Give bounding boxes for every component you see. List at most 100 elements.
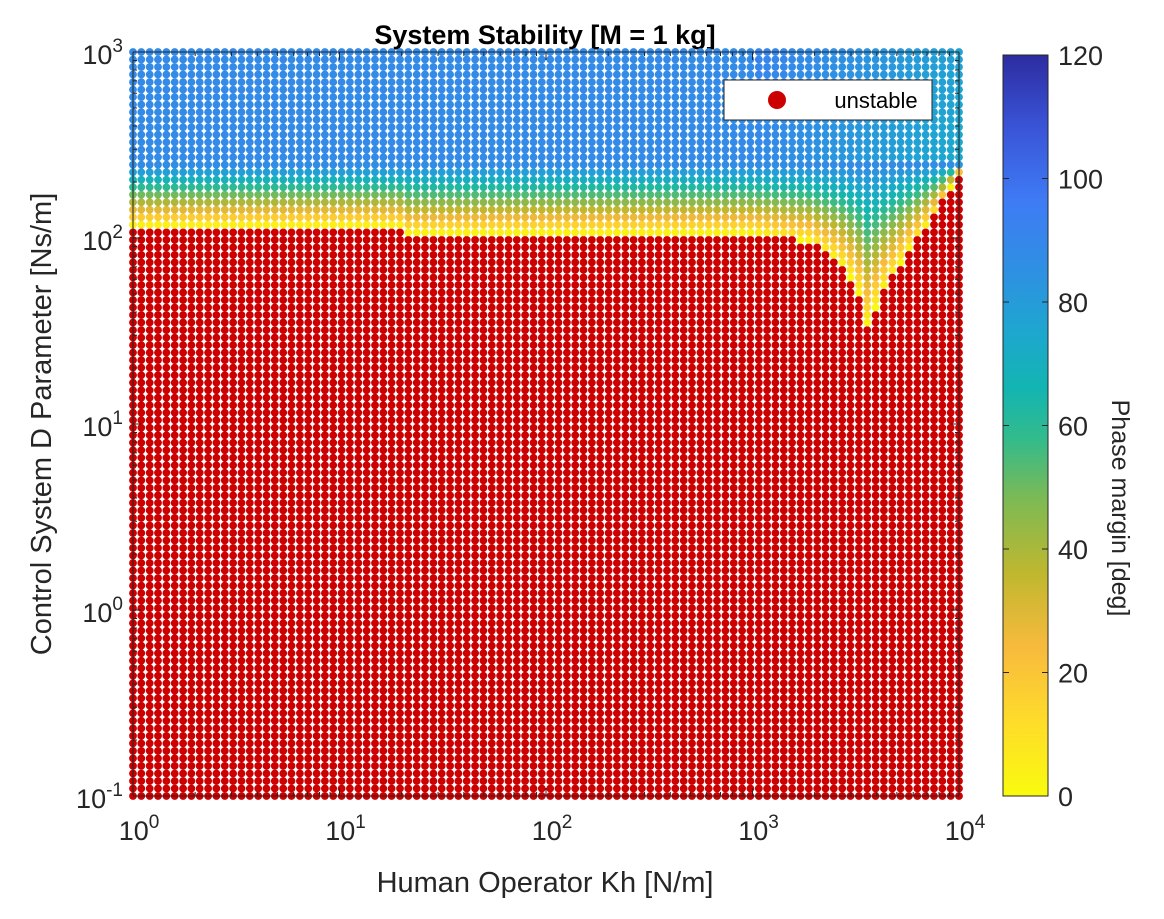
data-point bbox=[212, 228, 221, 237]
data-point bbox=[471, 446, 479, 455]
data-point bbox=[412, 777, 421, 785]
data-point bbox=[229, 258, 238, 267]
data-point bbox=[245, 288, 254, 297]
data-point bbox=[521, 649, 529, 658]
data-point bbox=[371, 446, 379, 455]
data-point bbox=[296, 236, 304, 244]
data-point bbox=[521, 153, 529, 162]
data-point bbox=[154, 732, 162, 740]
data-point bbox=[504, 529, 513, 537]
data-point bbox=[329, 123, 338, 132]
data-point bbox=[421, 78, 429, 86]
data-point bbox=[429, 514, 438, 522]
data-point bbox=[312, 529, 321, 537]
data-point bbox=[137, 732, 146, 740]
data-point bbox=[371, 491, 379, 500]
data-point bbox=[329, 296, 338, 304]
data-point bbox=[296, 296, 304, 304]
data-point bbox=[229, 228, 238, 237]
data-point bbox=[254, 686, 263, 695]
data-point bbox=[137, 446, 146, 455]
data-point bbox=[354, 686, 363, 695]
data-point bbox=[296, 438, 304, 447]
data-point bbox=[137, 123, 146, 132]
data-point bbox=[245, 303, 254, 312]
data-point bbox=[496, 536, 504, 545]
data-point bbox=[254, 115, 263, 124]
data-point bbox=[537, 251, 546, 259]
data-point bbox=[329, 701, 338, 710]
data-point bbox=[187, 732, 196, 740]
data-point bbox=[462, 716, 471, 725]
data-point bbox=[287, 228, 296, 237]
data-point bbox=[162, 213, 171, 222]
data-point bbox=[270, 130, 279, 139]
data-point bbox=[170, 70, 179, 79]
data-point bbox=[145, 506, 154, 515]
data-point bbox=[454, 769, 463, 778]
data-point bbox=[371, 213, 379, 222]
data-point bbox=[179, 634, 188, 643]
data-point bbox=[137, 762, 146, 770]
data-point bbox=[396, 514, 404, 522]
data-point bbox=[354, 581, 363, 590]
data-point bbox=[245, 559, 254, 567]
data-point bbox=[479, 205, 488, 214]
data-point bbox=[279, 446, 288, 455]
data-point bbox=[454, 514, 463, 522]
data-point bbox=[154, 153, 162, 162]
data-point bbox=[254, 258, 263, 267]
data-point bbox=[462, 536, 471, 545]
data-point bbox=[387, 671, 396, 680]
data-point bbox=[229, 431, 238, 440]
data-point bbox=[529, 701, 538, 710]
data-point bbox=[321, 318, 329, 327]
data-point bbox=[437, 401, 446, 410]
data-point bbox=[220, 348, 229, 357]
data-point bbox=[537, 378, 546, 387]
data-point bbox=[304, 679, 313, 688]
data-point bbox=[421, 423, 429, 432]
data-point bbox=[337, 160, 346, 169]
data-point bbox=[329, 341, 338, 349]
data-point bbox=[404, 604, 413, 612]
data-point bbox=[504, 371, 513, 380]
data-point bbox=[321, 258, 329, 267]
data-point bbox=[471, 401, 479, 410]
data-point bbox=[521, 123, 529, 132]
data-point bbox=[454, 93, 463, 101]
data-point bbox=[296, 649, 304, 658]
data-point bbox=[145, 333, 154, 342]
data-point bbox=[379, 220, 388, 229]
data-point bbox=[296, 371, 304, 380]
data-point bbox=[354, 303, 363, 312]
data-point bbox=[429, 747, 438, 755]
data-point bbox=[437, 138, 446, 147]
data-point bbox=[287, 724, 296, 733]
data-point bbox=[396, 574, 404, 582]
data-point bbox=[187, 431, 196, 440]
data-point bbox=[529, 769, 538, 778]
data-point bbox=[187, 596, 196, 605]
data-point bbox=[204, 739, 213, 748]
data-point bbox=[504, 393, 513, 402]
data-point bbox=[262, 168, 271, 177]
data-point bbox=[170, 138, 179, 147]
data-point bbox=[404, 213, 413, 222]
data-point bbox=[312, 318, 321, 327]
data-point bbox=[462, 228, 471, 237]
data-point bbox=[354, 220, 363, 229]
data-point bbox=[471, 747, 479, 755]
data-point bbox=[471, 641, 479, 650]
data-point bbox=[270, 626, 279, 635]
data-point bbox=[162, 85, 171, 94]
data-point bbox=[396, 701, 404, 710]
data-point bbox=[354, 153, 363, 162]
data-point bbox=[279, 544, 288, 552]
data-point bbox=[195, 559, 204, 567]
data-point bbox=[371, 326, 379, 334]
data-point bbox=[512, 664, 521, 673]
data-point bbox=[321, 288, 329, 297]
data-point bbox=[354, 243, 363, 252]
data-point bbox=[229, 303, 238, 312]
